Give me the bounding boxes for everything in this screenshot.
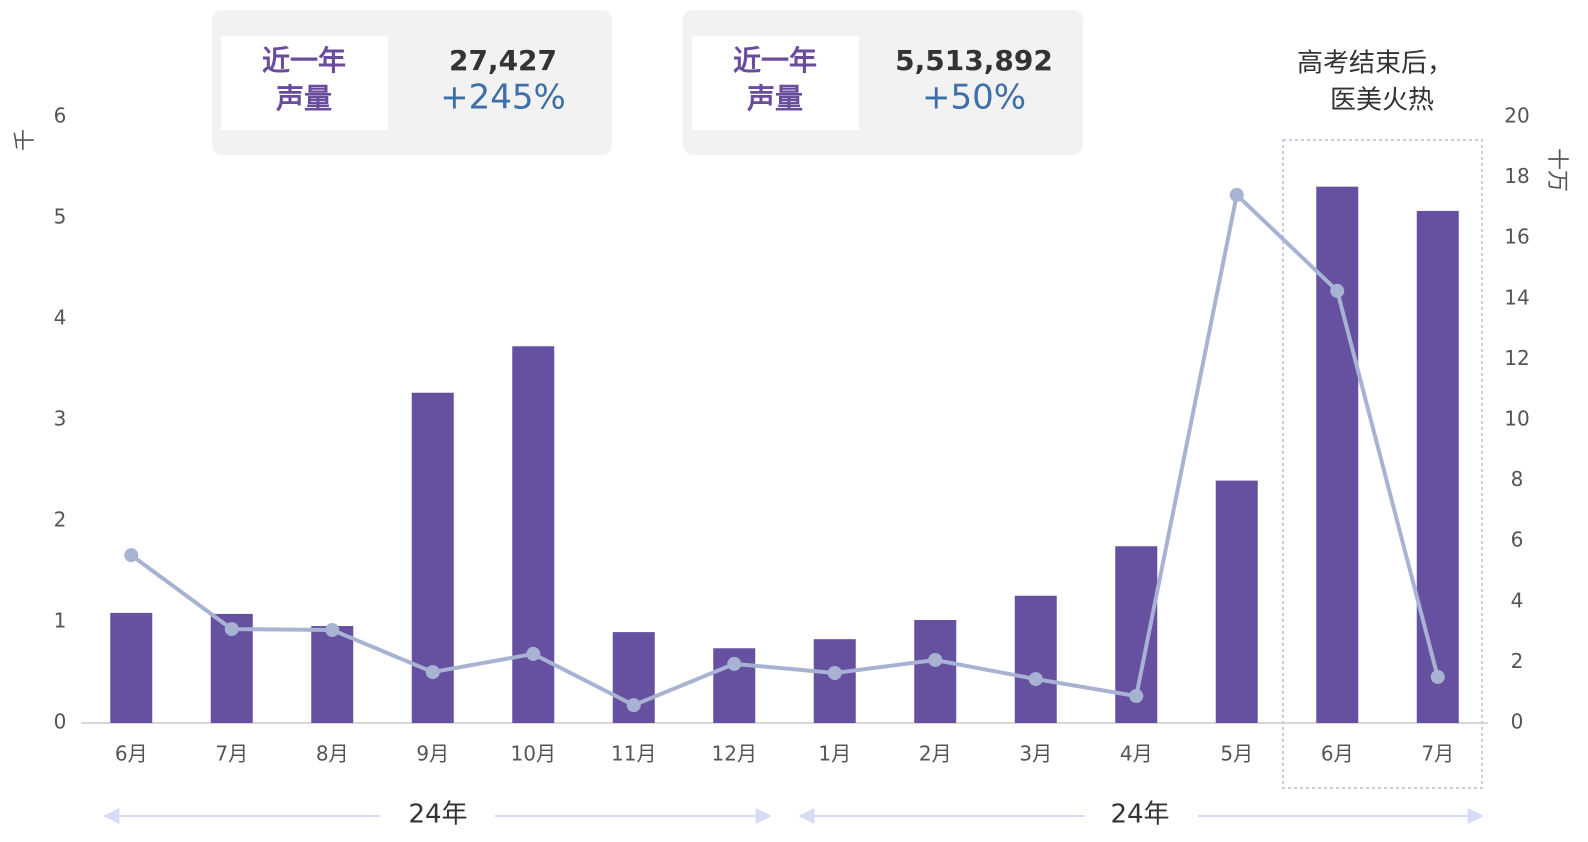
x-tick-label: 5月 [1220, 742, 1253, 766]
stat-label-box [221, 36, 388, 130]
stat-count: 27,427 [449, 44, 557, 77]
year-label: 24年 [408, 800, 467, 830]
x-tick-label: 7月 [215, 742, 248, 766]
x-tick-label: 6月 [115, 742, 148, 766]
y-tick-label: 5 [54, 205, 67, 229]
annotation: 医美火热 [1330, 86, 1434, 116]
line-point [325, 622, 340, 637]
stat-label: 近一年 [262, 44, 346, 77]
x-tick-label: 2月 [919, 742, 952, 766]
stat-count: 5,513,892 [895, 44, 1053, 77]
line-point [626, 698, 641, 713]
bar [914, 619, 957, 723]
x-tick-label: 6月 [1321, 742, 1354, 766]
x-tick-label: 10月 [511, 742, 556, 766]
y-tick-label: 1 [54, 609, 67, 633]
y2-tick-label: 6 [1511, 528, 1524, 552]
y-tick-label: 3 [54, 407, 67, 431]
y2-tick-label: 0 [1511, 710, 1524, 734]
y2-tick-label: 20 [1504, 104, 1529, 128]
bar [110, 612, 153, 723]
y2-tick-label: 16 [1504, 225, 1529, 249]
line [130, 190, 1440, 708]
highlight-box [1282, 139, 1483, 789]
y2-tick-label: 18 [1504, 164, 1529, 188]
y-tick-label: 0 [54, 710, 67, 734]
line-point [1028, 672, 1043, 687]
x-tick-label: 4月 [1120, 742, 1153, 766]
x-tick-label: 9月 [416, 742, 449, 766]
bar [1316, 186, 1359, 723]
bar [311, 626, 354, 723]
y-tick-label: 4 [54, 306, 67, 330]
stat-label: 近一年 [733, 44, 817, 77]
y-tick-label: 6 [54, 104, 67, 128]
stat-growth: +245% [440, 78, 566, 118]
line-point [928, 652, 943, 667]
x-tick-label: 1月 [818, 742, 851, 766]
bar [1014, 595, 1057, 723]
bar [512, 346, 555, 723]
bar [1215, 480, 1258, 723]
x-tick-label: 12月 [712, 742, 757, 766]
x-tick-label: 3月 [1019, 742, 1052, 766]
annotation: 高考结束后， [1297, 49, 1453, 79]
bar [1416, 210, 1459, 723]
stat-growth: +50% [922, 78, 1026, 118]
y-tick-label: 2 [54, 508, 67, 532]
x-tick-label: 7月 [1421, 742, 1454, 766]
line-point [224, 622, 239, 637]
line-point [1430, 669, 1445, 684]
stat-label-box [692, 36, 859, 130]
x-tick-label: 8月 [316, 742, 349, 766]
line-point [1229, 187, 1244, 202]
line-point [124, 548, 139, 563]
y2-tick-label: 14 [1504, 285, 1529, 309]
bar [813, 639, 856, 723]
y2-axis-label: 十万 [1544, 148, 1569, 192]
y2-tick-label: 8 [1511, 467, 1524, 491]
x-tick-label: 11月 [611, 742, 656, 766]
line-point [727, 656, 742, 671]
y2-tick-label: 12 [1504, 346, 1529, 370]
y2-tick-label: 2 [1511, 649, 1524, 673]
line-point [425, 665, 440, 680]
line-point [526, 646, 541, 661]
line-point [827, 666, 842, 681]
y-axis-label: 千 [13, 129, 38, 151]
stat-label: 声量 [276, 82, 332, 115]
stat-label: 声量 [747, 82, 803, 115]
line-point [1330, 283, 1345, 298]
line-point [1129, 689, 1144, 704]
y2-tick-label: 10 [1504, 407, 1529, 431]
y2-tick-label: 4 [1511, 588, 1524, 612]
year-label: 24年 [1110, 800, 1169, 830]
